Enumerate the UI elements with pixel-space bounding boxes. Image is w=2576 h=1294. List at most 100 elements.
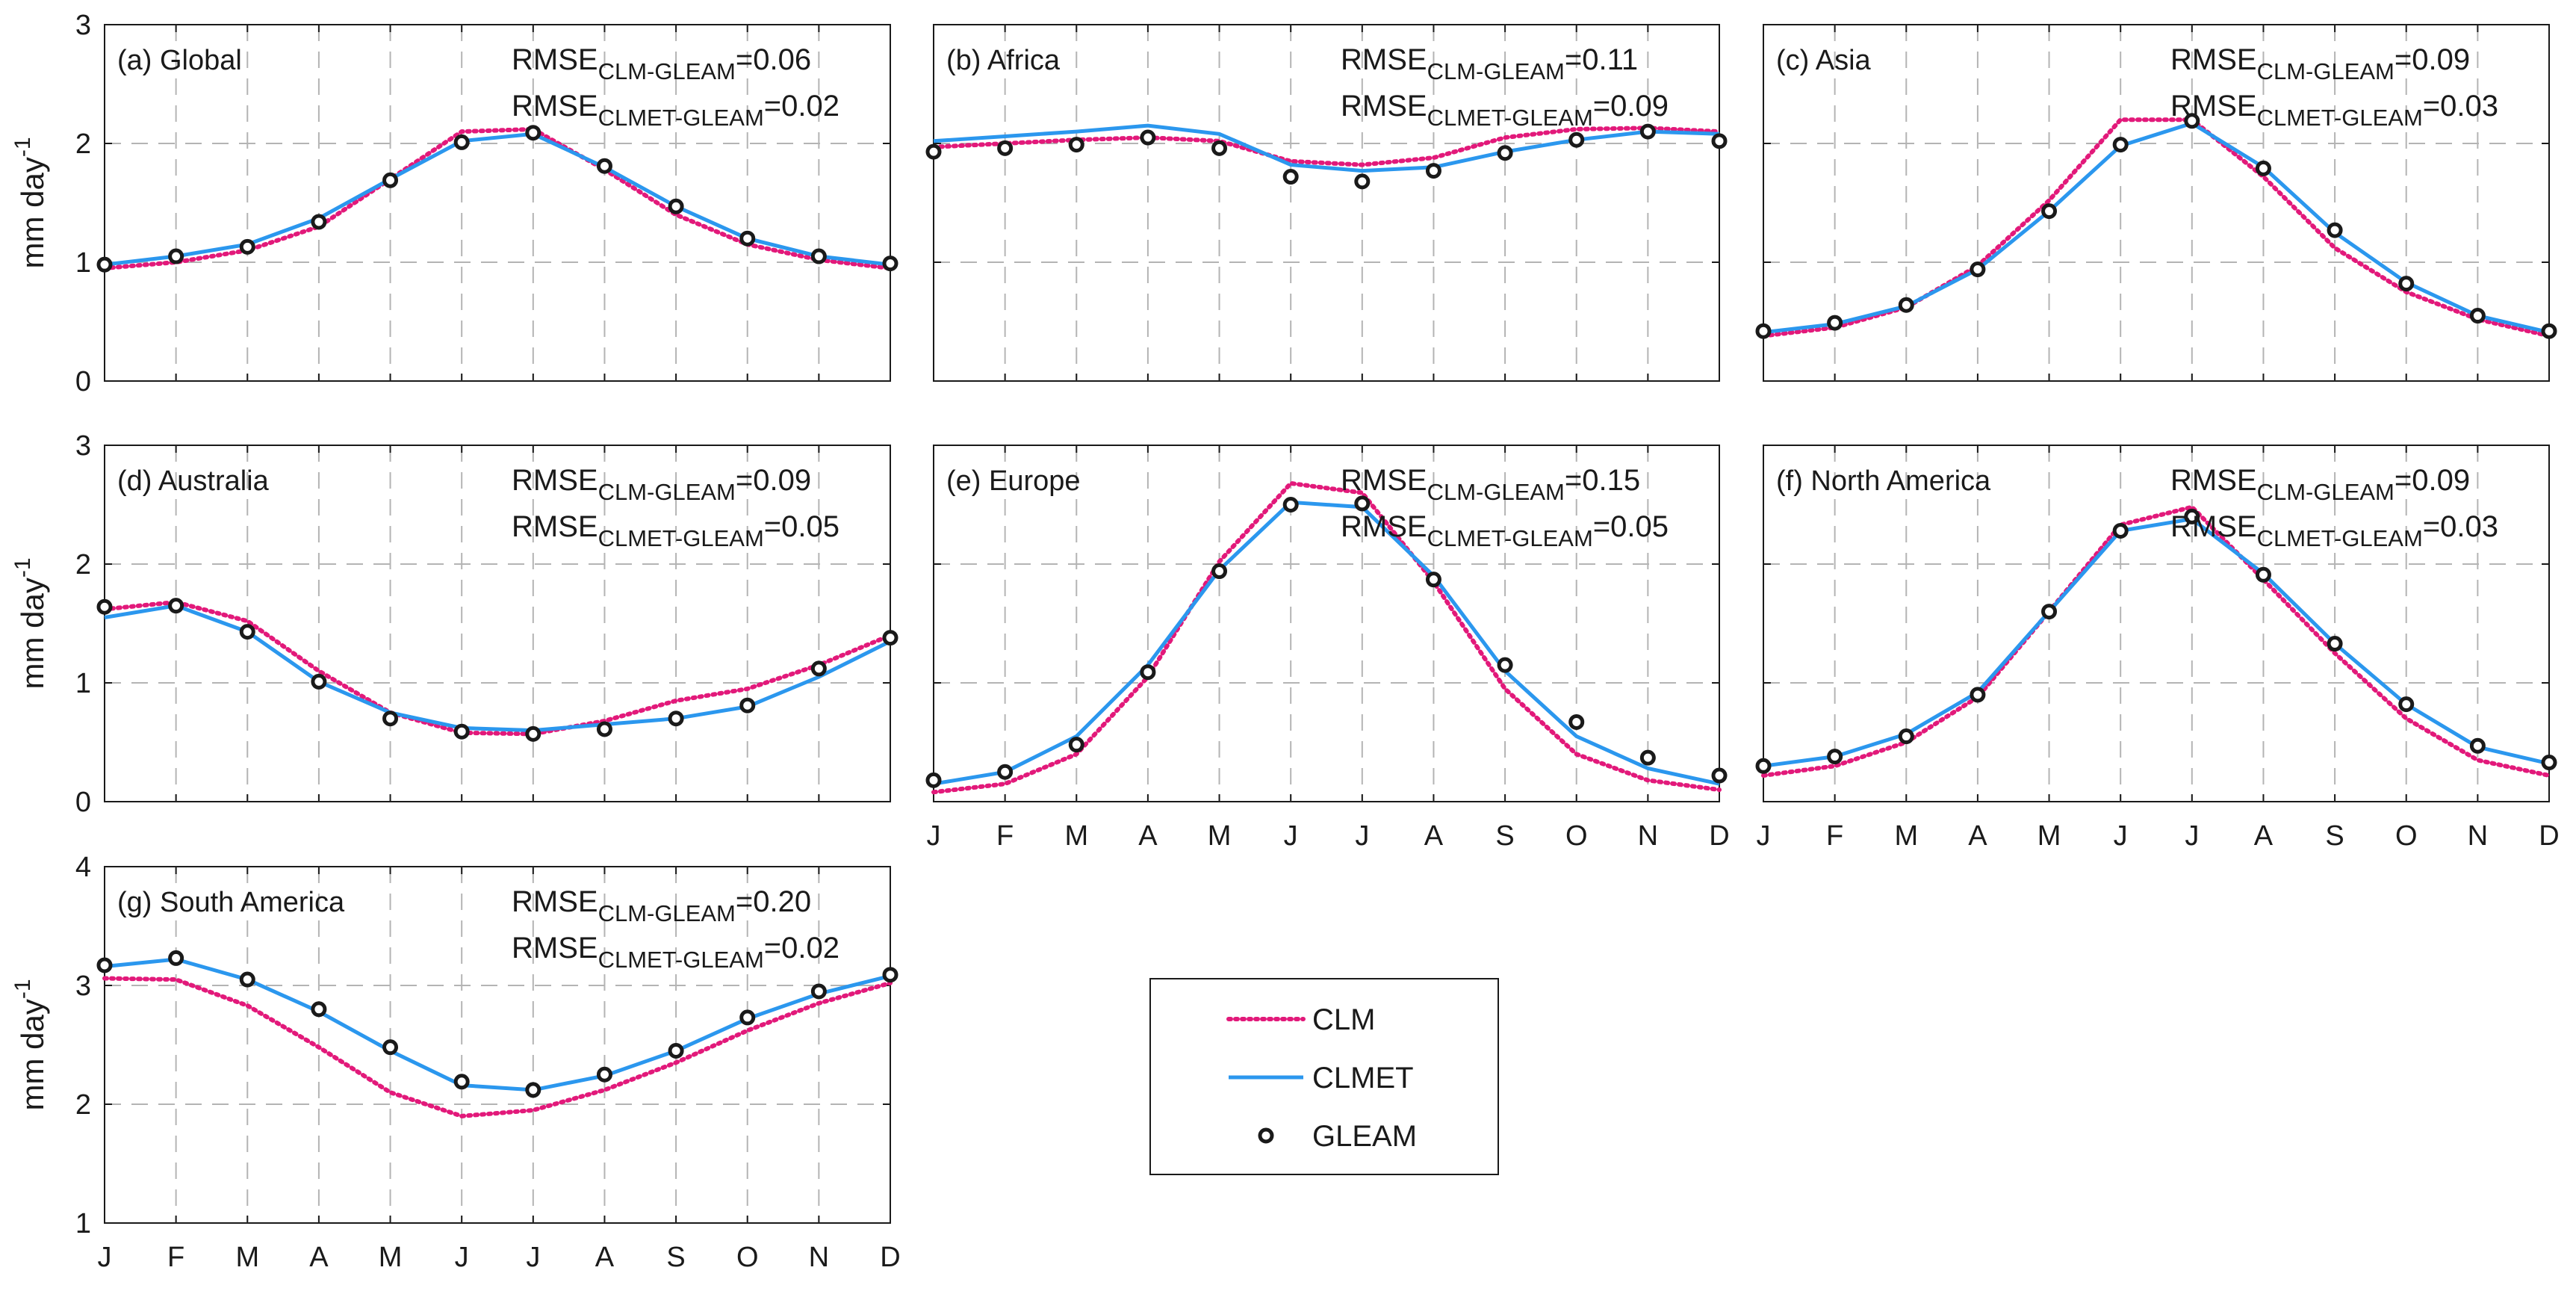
rmse-subscript: CLMET-GLEAM	[1427, 105, 1593, 131]
series-gleam-point	[1282, 497, 1299, 513]
series-gleam-point	[2469, 737, 2486, 754]
panel-3: (c) Asia RMSECLM-GLEAM=0.09RMSECLMET-GLEA…	[1755, 24, 2557, 382]
series-gleam-point	[1755, 758, 1772, 774]
x-tick-label: J	[1284, 820, 1298, 852]
series-gleam-point	[1639, 123, 1656, 140]
rmse-clmet-annotation: RMSECLMET-GLEAM=0.03	[2170, 90, 2498, 131]
rmse-clm-annotation: RMSECLM-GLEAM=0.06	[512, 43, 811, 84]
y-axis-label-base: mm day	[15, 578, 50, 689]
series-gleam-point	[2469, 308, 2486, 324]
series-gleam-point	[2327, 222, 2343, 238]
rmse-value: =0.15	[1565, 464, 1640, 497]
x-tick-label: A	[309, 1242, 329, 1273]
rmse-prefix: RMSE	[512, 90, 598, 123]
rmse-subscript: CLM-GLEAM	[2257, 479, 2395, 505]
series-gleam-point	[96, 957, 113, 973]
series-gleam-point	[2112, 522, 2129, 539]
x-tick-label: D	[1709, 820, 1729, 852]
series-gleam-point	[1354, 173, 1371, 190]
series-gleam-point	[311, 1001, 327, 1018]
legend: CLM CLMET GLEAM	[1149, 978, 1499, 1175]
axes-frame	[104, 866, 891, 1224]
rmse-prefix: RMSE	[512, 464, 598, 497]
y-tick-label: 3	[75, 430, 91, 462]
rmse-value: =0.05	[1593, 510, 1669, 543]
legend-label: GLEAM	[1312, 1120, 1417, 1153]
series-gleam-point	[311, 673, 327, 690]
y-axis-label: mm day-1	[10, 979, 50, 1110]
x-tick-label: M	[1894, 820, 1918, 852]
y-tick-label: 1	[75, 247, 91, 279]
y-tick-label: 1	[75, 1208, 91, 1239]
rmse-value: =0.02	[764, 90, 839, 123]
rmse-prefix: RMSE	[2170, 464, 2257, 497]
series-gleam-point	[1755, 323, 1772, 339]
rmse-prefix: RMSE	[512, 43, 598, 76]
series-gleam-point	[810, 983, 827, 1000]
series-gleam-point	[810, 248, 827, 264]
series-clmet-line	[1763, 121, 2550, 335]
rmse-value: =0.02	[764, 932, 839, 965]
legend-item-clm: CLM	[1226, 1003, 1375, 1036]
y-tick-label: 3	[75, 10, 91, 41]
rmse-clm-annotation: RMSECLM-GLEAM=0.11	[1341, 43, 1638, 84]
y-axis-label-base: mm day	[15, 999, 50, 1110]
series-gleam-point	[1568, 713, 1585, 730]
rmse-clm-annotation: RMSECLM-GLEAM=0.09	[512, 464, 811, 505]
series-gleam-point	[2112, 137, 2129, 153]
series-gleam-point	[2255, 566, 2271, 583]
legend-label: CLMET	[1312, 1062, 1414, 1095]
rmse-clmet-annotation: RMSECLMET-GLEAM=0.05	[512, 510, 839, 551]
x-tick-label: A	[1138, 820, 1158, 852]
rmse-subscript: CLM-GLEAM	[598, 479, 736, 505]
legend-item-gleam: GLEAM	[1258, 1120, 1417, 1153]
rmse-value: =0.09	[736, 464, 811, 497]
series-gleam-point	[1282, 169, 1299, 185]
x-tick-label: N	[2468, 820, 2488, 852]
legend-label: CLM	[1312, 1003, 1375, 1036]
x-tick-label: J	[1355, 820, 1369, 852]
series-gleam-point	[882, 967, 899, 983]
panel-title: (e) Europe	[946, 465, 1081, 497]
series-gleam-point	[2398, 276, 2415, 292]
rmse-subscript: CLM-GLEAM	[2257, 58, 2395, 84]
rmse-clmet-annotation: RMSECLMET-GLEAM=0.03	[2170, 510, 2498, 551]
panel-title: (f) North America	[1776, 465, 1991, 497]
rmse-prefix: RMSE	[1341, 464, 1427, 497]
rmse-subscript: CLMET-GLEAM	[598, 947, 764, 973]
series-gleam-point	[525, 125, 541, 141]
panel-title: (d) Australia	[117, 465, 270, 497]
series-gleam-point	[2041, 604, 2058, 620]
panel-7: 1 2 3 4 mm day-1 J F M A M J J A S O N D (g) South Americ…	[10, 852, 901, 1273]
y-tick-label: 2	[75, 549, 91, 581]
series-gleam-point	[1827, 749, 1843, 765]
rmse-value: =0.09	[1593, 90, 1669, 123]
series-gleam-point	[810, 660, 827, 677]
series-gleam-point	[239, 971, 255, 988]
y-tick-label: 2	[75, 129, 91, 160]
x-tick-label: J	[1757, 820, 1771, 852]
series-gleam-point	[925, 143, 942, 160]
series-gleam-point	[1970, 261, 1986, 278]
x-tick-label: O	[1565, 820, 1588, 852]
series-gleam-point	[2184, 508, 2200, 524]
series-gleam-point	[1211, 140, 1228, 156]
x-tick-label: J	[927, 820, 941, 852]
y-axis-label-exponent: -1	[10, 137, 35, 157]
axes-frame	[104, 445, 891, 802]
x-tick-label: N	[809, 1242, 829, 1273]
series-gleam-point	[96, 598, 113, 615]
series-gleam-point	[997, 140, 1014, 156]
panel-title: (g) South America	[117, 887, 345, 918]
legend-item-clmet: CLMET	[1229, 1062, 1414, 1095]
series-gleam-point	[882, 630, 899, 646]
x-tick-label: O	[2395, 820, 2418, 852]
y-axis-label-exponent: -1	[10, 557, 35, 578]
legend-box	[1149, 978, 1499, 1175]
rmse-clmet-annotation: RMSECLMET-GLEAM=0.02	[512, 932, 839, 973]
rmse-prefix: RMSE	[512, 932, 598, 965]
x-tick-label: S	[2325, 820, 2344, 852]
x-tick-label: M	[379, 1242, 403, 1273]
